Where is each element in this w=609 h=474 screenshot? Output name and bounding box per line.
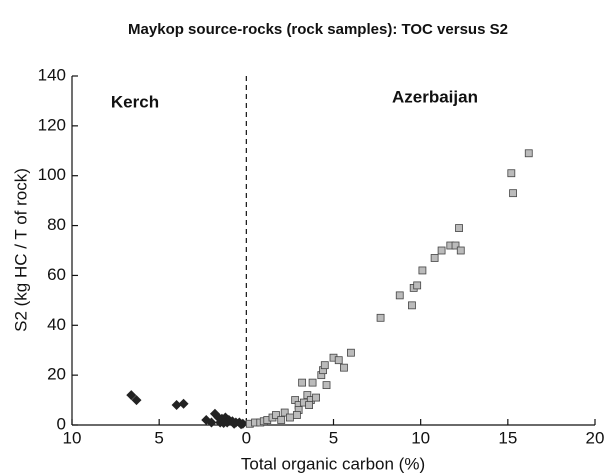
x-tick-label: 10 — [411, 428, 430, 447]
point — [218, 418, 229, 429]
point — [280, 408, 289, 417]
point — [347, 348, 355, 357]
point — [206, 417, 217, 428]
point — [408, 301, 416, 310]
y-tick-label: 40 — [47, 315, 66, 334]
annotation: Azerbaijan — [392, 87, 478, 106]
y-tick-label: 100 — [38, 165, 66, 184]
point — [418, 266, 427, 275]
x-tick-label: 20 — [586, 428, 605, 447]
y-tick-label: 120 — [38, 115, 66, 134]
point — [507, 169, 516, 178]
point — [286, 413, 294, 422]
x-tick-label: 15 — [498, 428, 517, 447]
point — [131, 395, 142, 406]
y-tick-label: 80 — [47, 215, 66, 234]
point — [298, 378, 307, 387]
point — [178, 398, 189, 409]
y-tick-label: 0 — [57, 414, 66, 433]
point — [524, 149, 533, 158]
x-tick-label: 5 — [329, 428, 338, 447]
point — [455, 224, 463, 232]
point — [376, 313, 385, 322]
point — [126, 390, 137, 401]
point — [451, 241, 460, 250]
point — [236, 419, 247, 430]
point — [292, 411, 301, 419]
point — [229, 418, 240, 429]
point — [430, 254, 439, 262]
point — [334, 356, 343, 365]
point — [413, 281, 422, 290]
point — [340, 363, 348, 372]
x-tick-label: 5 — [154, 428, 163, 447]
point — [437, 246, 446, 255]
point — [277, 416, 286, 424]
x-axis-label: Total organic carbon (%) — [241, 454, 425, 473]
chart-title: Maykop source-rocks (rock samples): TOC … — [128, 21, 508, 38]
x-tick-label: 10 — [63, 428, 82, 447]
y-axis-label: S2 (kg HC / T of rock) — [11, 168, 30, 332]
x-tick-label: 0 — [242, 428, 251, 447]
point — [322, 381, 331, 390]
point — [171, 400, 182, 411]
point — [305, 401, 313, 409]
y-tick-label: 20 — [47, 365, 66, 384]
annotation: Kerch — [111, 92, 159, 111]
point — [308, 378, 317, 387]
point — [509, 189, 517, 198]
point — [456, 246, 465, 255]
point — [320, 361, 329, 370]
point — [395, 291, 404, 300]
point — [272, 411, 280, 419]
y-tick-label: 140 — [38, 65, 66, 84]
point — [312, 393, 320, 402]
y-tick-label: 60 — [47, 265, 66, 284]
